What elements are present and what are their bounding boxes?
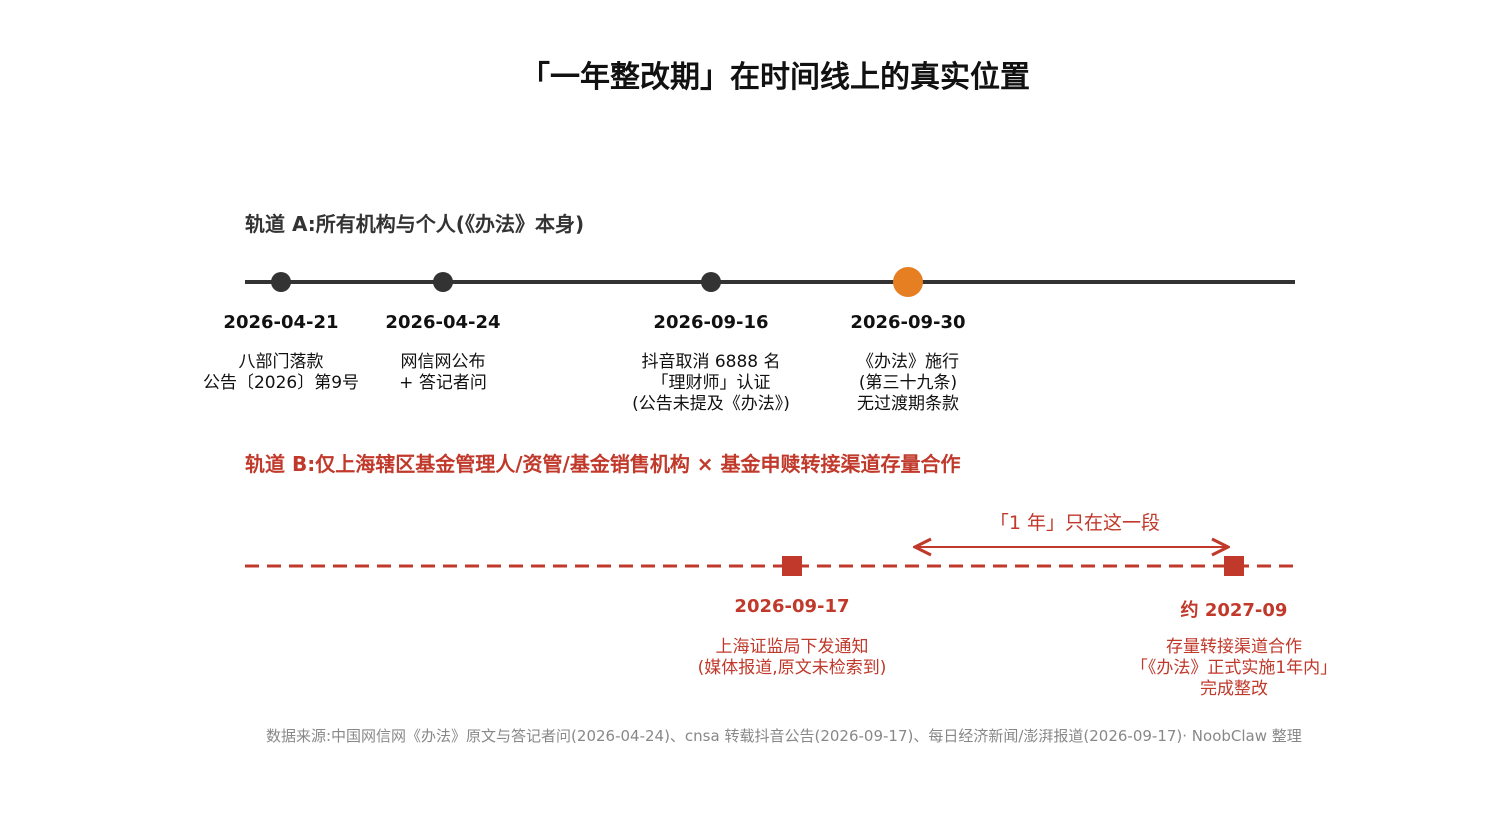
track-b-label: 轨道 B:仅上海辖区基金管理人/资管/基金销售机构 × 基金申赎转接渠道存量合作 — [245, 452, 961, 476]
track-b-date-2: 约 2027-09 — [1180, 600, 1288, 621]
track-a-date-4: 2026-09-30 — [850, 312, 966, 333]
one-year-span-label: 「1 年」只在这一段 — [989, 512, 1161, 534]
track-a-desc-3: 抖音取消 6888 名 「理财师」认证 (公告未提及《办法》) — [632, 352, 790, 414]
track-b-marker-1 — [782, 556, 802, 576]
track-b-desc-1: 上海证监局下发通知 (媒体报道,原文未检索到) — [697, 637, 887, 678]
track-a-dot-1 — [271, 272, 291, 292]
track-a-dot-3 — [701, 272, 721, 292]
track-a-desc-4: 《办法》施行 (第三十九条) 无过渡期条款 — [857, 352, 959, 414]
track-a-desc-2: 网信网公布 + 答记者问 — [399, 352, 487, 393]
track-a-dot-2 — [433, 272, 453, 292]
track-a-date-2: 2026-04-24 — [385, 312, 501, 333]
track-a-date-3: 2026-09-16 — [653, 312, 769, 333]
track-b-date-1: 2026-09-17 — [734, 596, 850, 617]
track-a-date-1: 2026-04-21 — [223, 312, 339, 333]
track-a-label: 轨道 A:所有机构与个人(《办法》本身) — [245, 212, 585, 236]
track-b-desc-2: 存量转接渠道合作 「《办法》正式实施1年内」 完成整改 — [1130, 637, 1338, 699]
page-title: 「一年整改期」在时间线上的真实位置 — [520, 60, 1030, 95]
track-a-desc-1: 八部门落款 公告〔2026〕第9号 — [202, 352, 360, 393]
source-note: 数据来源:中国网信网《办法》原文与答记者问(2026-04-24)、cnsa 转… — [266, 727, 1302, 745]
track-b-marker-2 — [1224, 556, 1244, 576]
track-a-dot-highlight — [893, 267, 923, 297]
